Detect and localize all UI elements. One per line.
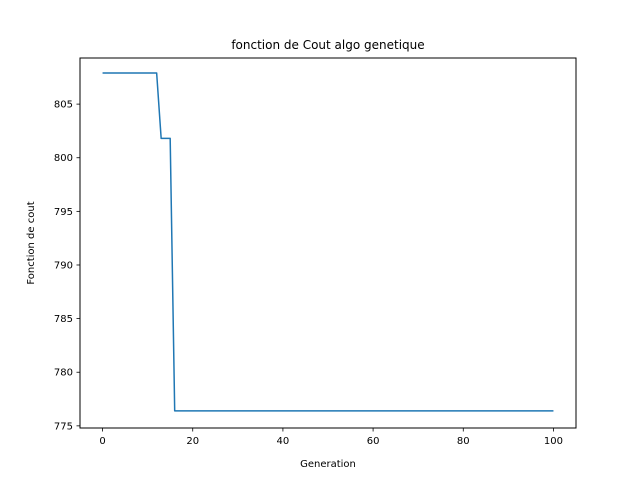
y-tick-label: 795	[54, 207, 73, 218]
y-axis-ticks: 775 780 785 790 795 800 805	[54, 100, 80, 432]
x-axis-ticks: 0 20 40 60 80 100	[99, 428, 563, 447]
y-tick-label: 800	[54, 153, 73, 164]
x-tick-label: 40	[277, 436, 290, 447]
y-tick-label: 780	[54, 368, 73, 379]
y-tick-label: 775	[54, 421, 73, 432]
x-tick-label: 60	[367, 436, 380, 447]
x-tick-label: 0	[99, 436, 105, 447]
y-tick-label: 805	[54, 100, 73, 111]
y-axis-label: Fonction de cout	[26, 201, 37, 284]
plot-frame	[79, 57, 577, 429]
x-tick-label: 100	[544, 436, 563, 447]
x-tick-label: 20	[186, 436, 199, 447]
x-axis-label: Generation	[300, 459, 356, 470]
plot-layer	[102, 72, 554, 412]
y-tick-label: 785	[54, 314, 73, 325]
chart-title: fonction de Cout algo genetique	[231, 38, 424, 52]
series-line-0	[102, 72, 554, 412]
y-tick-label: 790	[54, 260, 73, 271]
x-tick-label: 80	[457, 436, 470, 447]
